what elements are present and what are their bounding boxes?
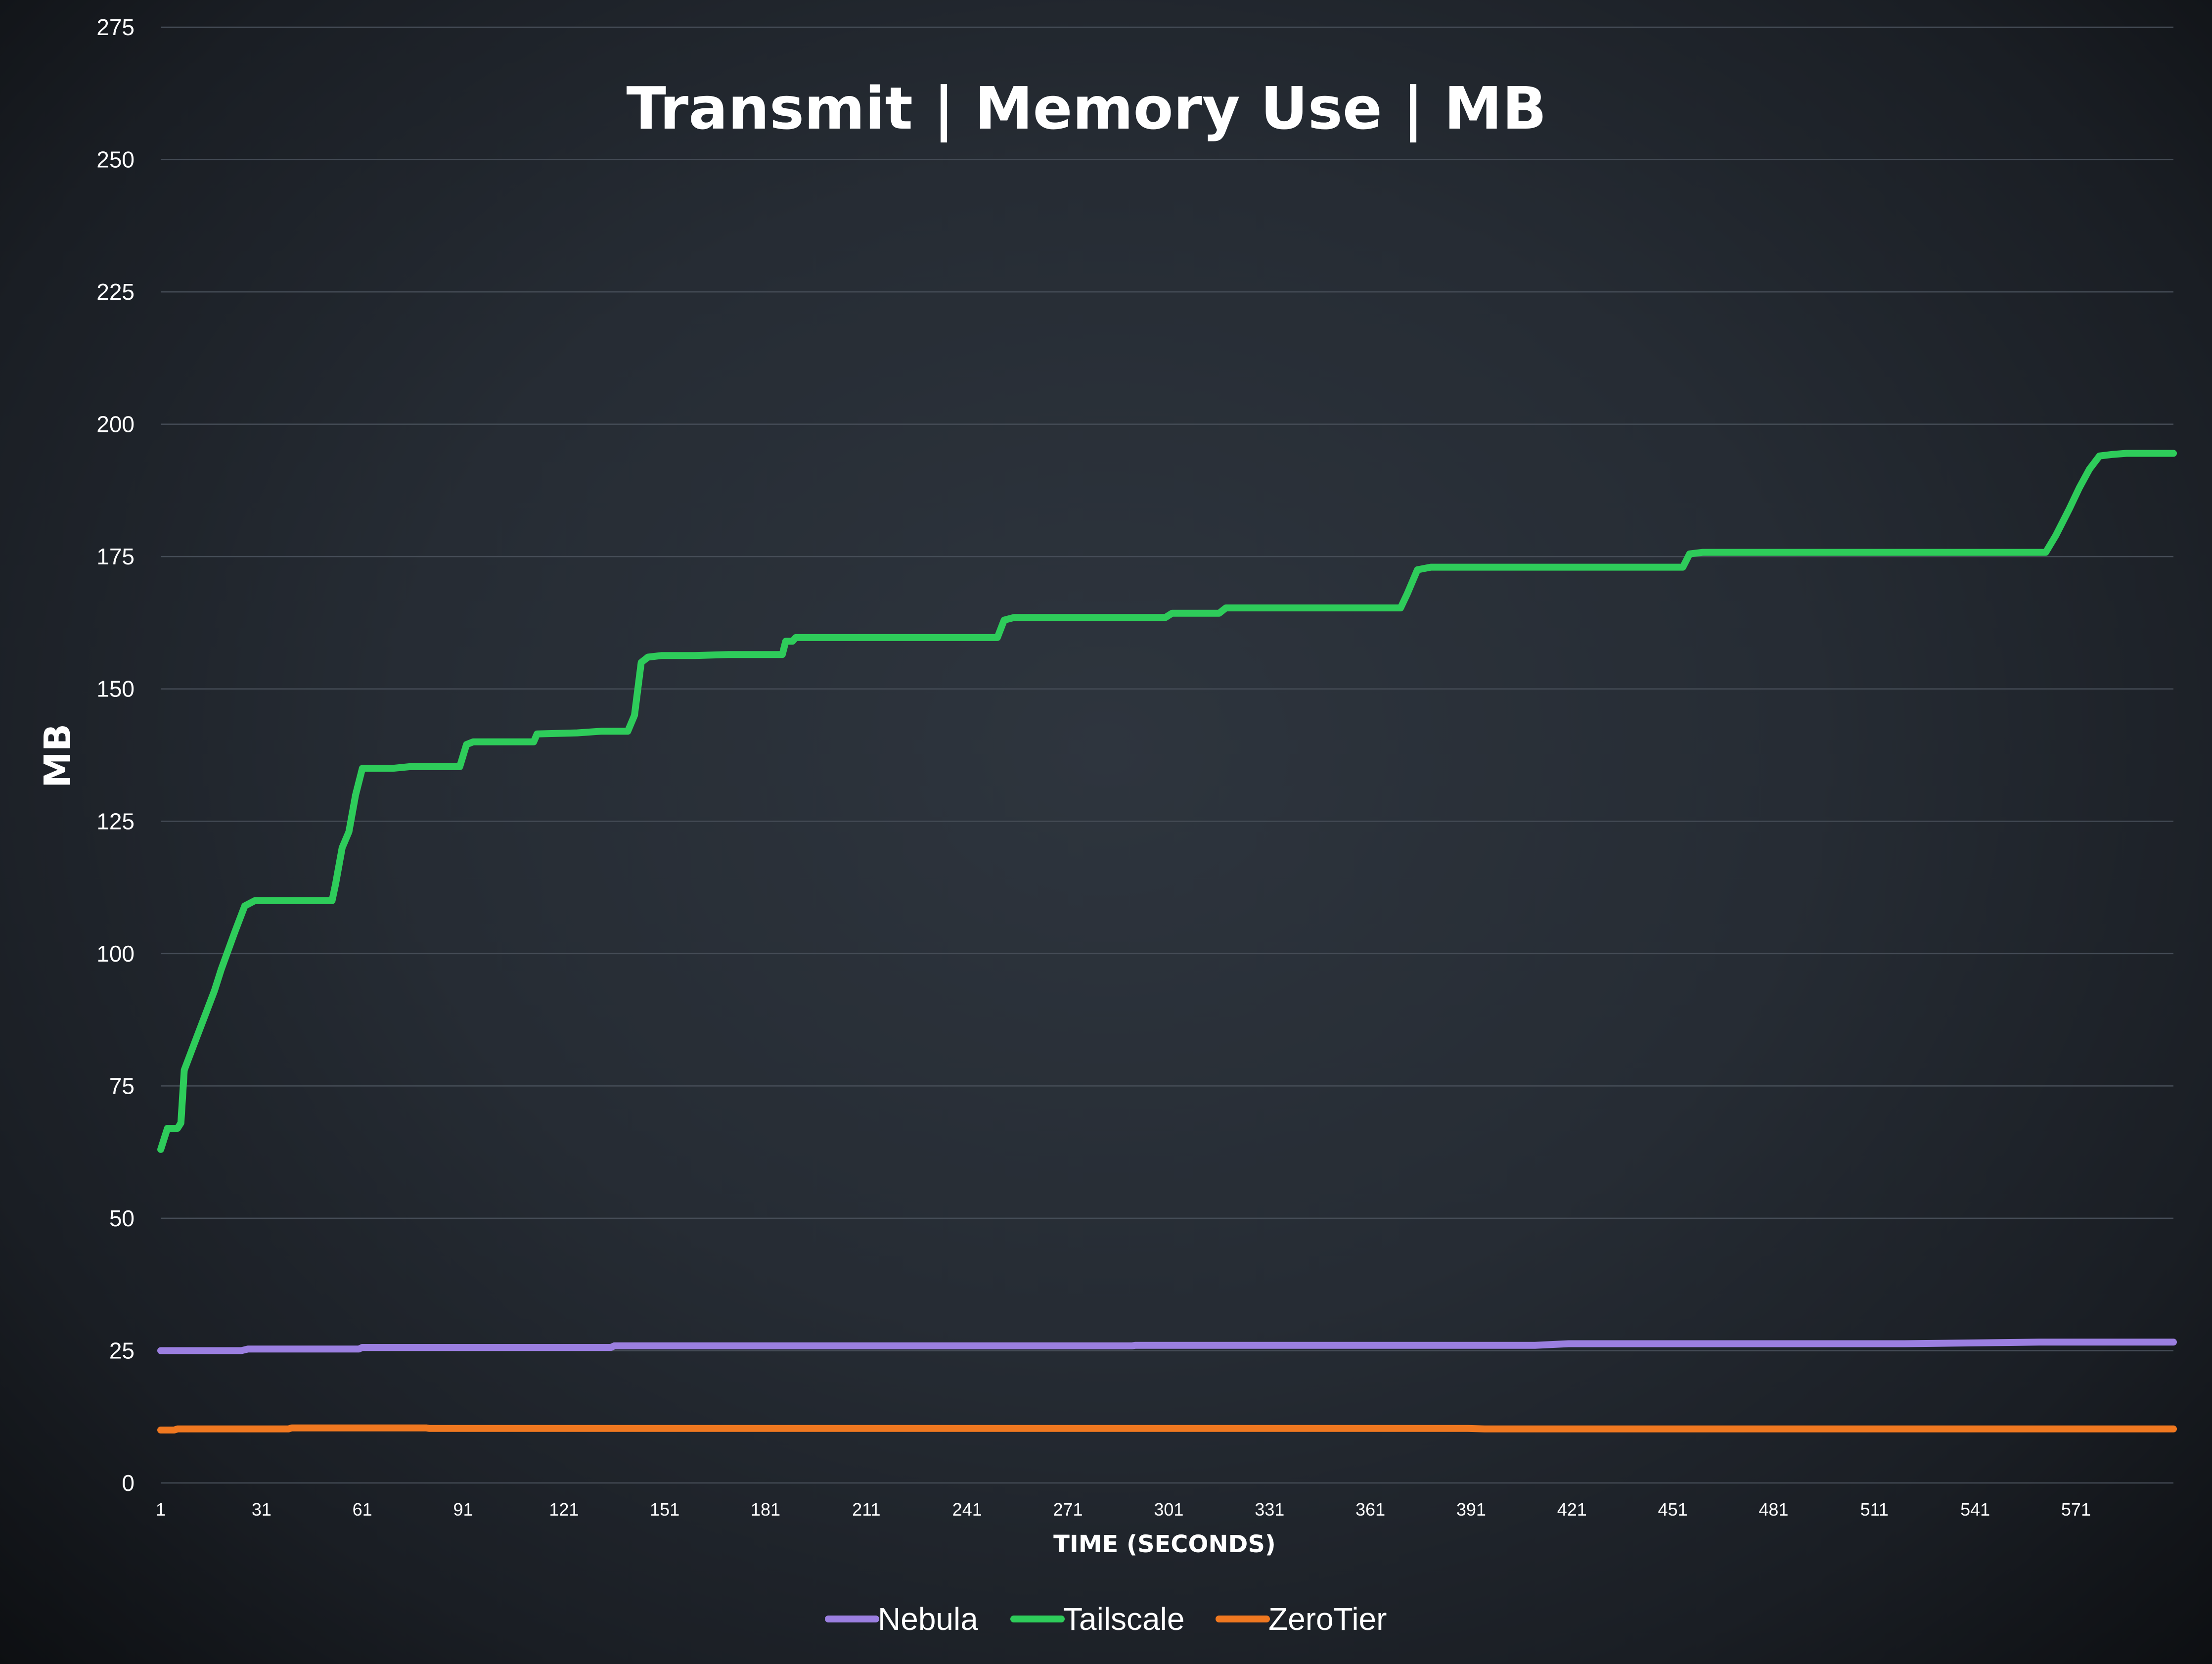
series-line-zerotier <box>157 1424 2177 1433</box>
y-tick-label: 150 <box>96 676 135 702</box>
series-line-nebula <box>157 1339 2177 1354</box>
x-tick-label: 511 <box>1860 1499 1889 1520</box>
x-tick-label: 451 <box>1658 1499 1688 1520</box>
x-tick-label: 91 <box>453 1499 473 1520</box>
x-tick-label: 301 <box>1154 1499 1183 1520</box>
y-tick-label: 125 <box>96 808 135 834</box>
series-lines <box>157 450 2177 1433</box>
x-axis-title: TIME (SECONDS) <box>1053 1530 1276 1558</box>
x-tick-label: 391 <box>1456 1499 1486 1520</box>
x-tick-label: 31 <box>252 1499 271 1520</box>
y-axis-title: MB <box>37 724 79 788</box>
y-tick-label: 25 <box>109 1338 135 1363</box>
x-tick-label: 421 <box>1557 1499 1587 1520</box>
legend: Nebula Tailscale ZeroTier <box>825 1601 1387 1637</box>
chart-title: Transmit | Memory Use | MB <box>626 74 1546 142</box>
x-tick-label: 571 <box>2061 1499 2091 1520</box>
x-tick-label: 541 <box>1960 1499 1990 1520</box>
x-tick-label: 481 <box>1759 1499 1788 1520</box>
y-tick-label: 275 <box>96 14 135 40</box>
y-tick-label: 225 <box>96 279 135 305</box>
x-tick-label: 61 <box>353 1499 372 1520</box>
x-tick-label: 361 <box>1355 1499 1385 1520</box>
x-tick-label: 331 <box>1255 1499 1284 1520</box>
y-tick-label: 0 <box>122 1470 135 1496</box>
y-tick-label: 50 <box>109 1205 135 1231</box>
x-tick-label: 151 <box>650 1499 679 1520</box>
y-tick-label: 75 <box>109 1073 135 1099</box>
legend-label-tailscale: Tailscale <box>1063 1601 1184 1637</box>
x-tick-label: 271 <box>1053 1499 1083 1520</box>
y-tick-label: 250 <box>96 147 135 173</box>
x-tick-label: 241 <box>952 1499 982 1520</box>
x-tick-label: 1 <box>156 1499 166 1520</box>
y-tick-label: 200 <box>96 412 135 437</box>
y-axis-ticks: 0 25 50 75 100 125 150 175 200 225 250 275 <box>96 14 135 1496</box>
legend-label-zerotier: ZeroTier <box>1268 1601 1387 1637</box>
x-tick-label: 211 <box>852 1499 880 1520</box>
x-tick-label: 121 <box>549 1499 579 1520</box>
legend-label-nebula: Nebula <box>878 1601 978 1637</box>
x-tick-label: 181 <box>751 1499 780 1520</box>
series-line-tailscale <box>157 450 2177 1153</box>
y-tick-label: 175 <box>96 544 135 569</box>
x-axis-ticks: 1 31 61 91 121 151 181 211 241 271 301 331 361 391 421… <box>156 1499 2091 1520</box>
y-tick-label: 100 <box>96 941 135 967</box>
